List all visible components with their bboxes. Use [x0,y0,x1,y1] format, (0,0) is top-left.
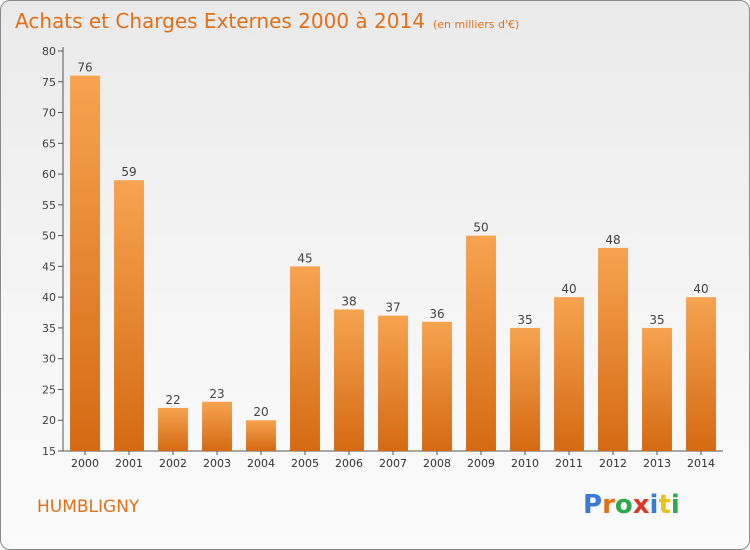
x-tick-label: 2007 [379,457,407,470]
bar-2008 [422,321,452,451]
y-tick-label: 20 [42,414,56,427]
x-tick-label: 2014 [687,457,715,470]
data-label: 35 [649,313,664,327]
logo-letter: i [670,490,680,520]
y-tick-label: 65 [42,137,56,150]
data-label: 40 [693,282,708,296]
data-label: 22 [165,393,180,407]
logo-letter: o [614,490,633,520]
x-tick-label: 2012 [599,457,627,470]
bar-2010 [510,327,540,451]
logo-letter: x [632,490,650,520]
x-tick-label: 2008 [423,457,451,470]
bar-2005 [290,266,320,451]
x-tick-label: 2004 [247,457,275,470]
data-label: 38 [341,294,356,308]
data-label: 48 [605,233,620,247]
y-tick-label: 25 [42,383,56,396]
x-tick-label: 2003 [203,457,231,470]
bar-2004 [246,420,276,451]
x-tick-label: 2009 [467,457,495,470]
bar-2014 [686,297,716,451]
y-tick-label: 75 [42,76,56,89]
x-tick-label: 2006 [335,457,363,470]
data-label: 40 [561,282,576,296]
data-label: 20 [253,405,268,419]
bar-2013 [642,327,672,451]
data-label: 36 [429,307,444,321]
y-tick-label: 40 [42,291,56,304]
data-label: 59 [121,165,136,179]
bar-2012 [598,247,628,451]
data-label: 23 [209,387,224,401]
logo-letter: r [602,490,615,520]
data-label: 37 [385,301,400,315]
y-tick-label: 60 [42,168,56,181]
chart-title-text: Achats et Charges Externes 2000 à 2014 [15,9,425,33]
y-tick-label: 30 [42,353,56,366]
x-tick-label: 2001 [115,457,143,470]
y-tick-label: 55 [42,199,56,212]
data-label: 76 [77,61,92,75]
data-label: 35 [517,313,532,327]
y-tick-label: 70 [42,107,56,120]
commune-name: HUMBLIGNY [37,497,140,517]
x-tick-label: 2011 [555,457,583,470]
y-tick-label: 80 [42,45,56,58]
bars [70,75,716,451]
bar-2001 [114,180,144,451]
logo-letter: t [658,490,671,520]
data-label: 50 [473,221,488,235]
chart-title: Achats et Charges Externes 2000 à 2014 (e… [15,9,519,33]
x-tick-label: 2000 [71,457,99,470]
bar-2003 [202,401,232,451]
data-label: 45 [297,251,312,265]
data-labels: 76 59 22 23 20 45 38 37 36 50 35 40 48 35 40 [77,61,708,420]
y-tick-label: 15 [42,445,56,458]
x-tick-label: 2010 [511,457,539,470]
y-tick-label: 50 [42,230,56,243]
bar-2000 [70,75,100,451]
axes: 15 20 25 30 35 40 45 50 55 60 65 70 75 80 2000 2001 2002… [42,45,723,470]
y-tick-label: 35 [42,322,56,335]
y-tick-label: 45 [42,260,56,273]
bar-2009 [466,235,496,451]
chart-subtitle: (en milliers d'€) [432,18,520,31]
logo-letter: i [649,490,659,520]
x-tick-label: 2002 [159,457,187,470]
bar-2006 [334,309,364,451]
x-tick-label: 2005 [291,457,319,470]
logo-letter: P [583,490,603,520]
bar-2002 [158,407,188,451]
proxiti-logo: Proxiti [583,490,680,520]
bar-2007 [378,315,408,451]
x-tick-label: 2013 [643,457,671,470]
bar-2011 [554,297,584,451]
